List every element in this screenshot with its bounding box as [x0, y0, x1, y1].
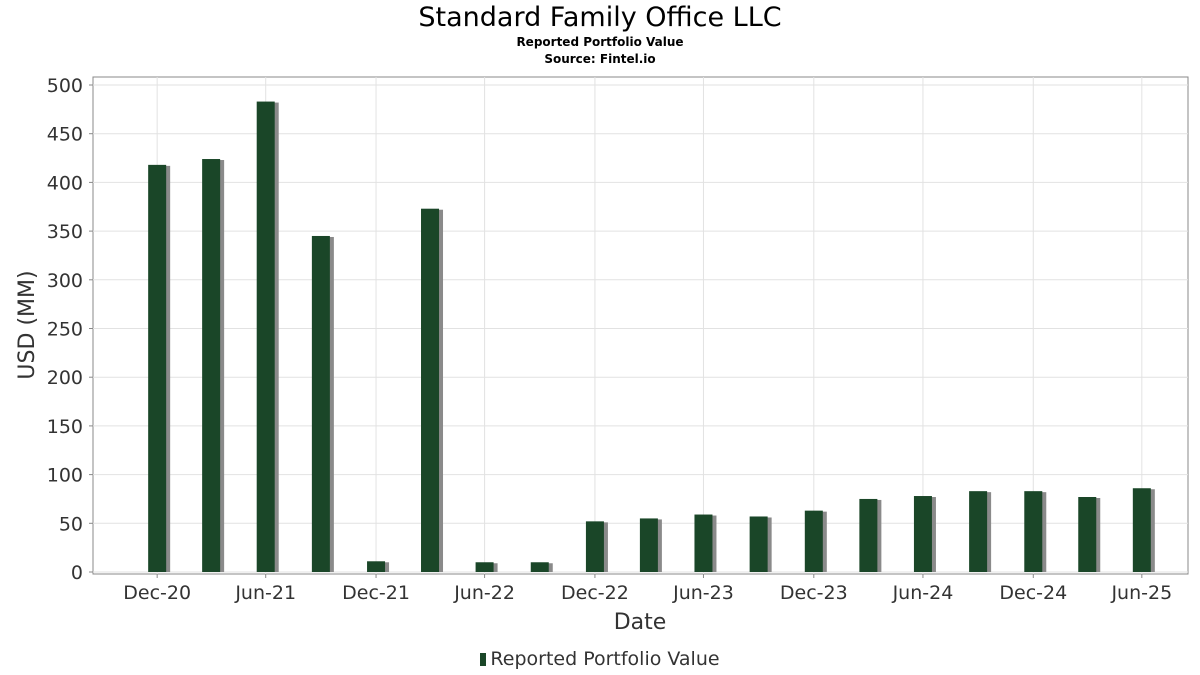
bar — [202, 159, 221, 573]
y-tick-label: 250 — [47, 319, 83, 341]
y-tick-label: 350 — [47, 221, 83, 243]
y-tick-label: 400 — [47, 172, 83, 194]
bar — [859, 498, 878, 572]
y-tick-label: 100 — [47, 465, 83, 487]
bar — [421, 208, 440, 572]
bar — [969, 491, 988, 572]
chart-title: Standard Family Office LLC — [418, 2, 782, 33]
x-tick-label: Jun-22 — [453, 582, 515, 604]
x-axis-ticks: Dec-20 Jun-21 Dec-21 Jun-22 Dec-22 Jun-23 Dec-… — [123, 574, 1172, 604]
y-axis-label: USD (MM) — [15, 270, 40, 379]
x-tick-label: Dec-24 — [999, 582, 1067, 604]
bar — [913, 496, 932, 572]
x-tick-label: Dec-23 — [780, 582, 848, 604]
bar-series — [148, 101, 1155, 573]
bar — [694, 514, 713, 572]
chart-subtitle: Reported Portfolio Value — [516, 35, 684, 49]
bar — [749, 516, 768, 572]
bar — [639, 518, 658, 572]
x-tick-label: Dec-22 — [561, 582, 629, 604]
y-tick-label: 450 — [47, 124, 83, 146]
legend-label: Reported Portfolio Value — [490, 648, 720, 670]
bar — [530, 562, 549, 572]
bar — [1024, 491, 1043, 572]
x-tick-label: Jun-25 — [1110, 582, 1172, 604]
bar — [311, 235, 330, 572]
x-tick-label: Dec-21 — [342, 582, 410, 604]
y-tick-label: 0 — [71, 562, 83, 584]
x-tick-label: Jun-24 — [892, 582, 954, 604]
legend-swatch — [480, 653, 487, 666]
bar — [585, 521, 604, 572]
x-tick-label: Dec-20 — [123, 582, 191, 604]
x-tick-label: Jun-23 — [672, 582, 734, 604]
bar — [475, 562, 494, 572]
bar — [1132, 488, 1151, 572]
bar — [148, 164, 167, 573]
y-tick-label: 50 — [59, 513, 83, 535]
bar — [367, 561, 386, 572]
y-tick-label: 150 — [47, 416, 83, 438]
bar — [804, 510, 823, 572]
y-tick-label: 300 — [47, 270, 83, 292]
chart-source: Source: Fintel.io — [544, 52, 656, 66]
x-axis-label: Date — [614, 610, 667, 635]
y-tick-label: 500 — [47, 75, 83, 97]
bar — [256, 101, 275, 573]
y-axis-ticks: 0 50 100 150 200 250 300 350 400 450 500 — [47, 75, 93, 584]
bar — [1078, 497, 1097, 572]
y-tick-label: 200 — [47, 367, 83, 389]
x-tick-label: Jun-21 — [234, 582, 296, 604]
legend: Reported Portfolio Value — [0, 648, 1200, 670]
